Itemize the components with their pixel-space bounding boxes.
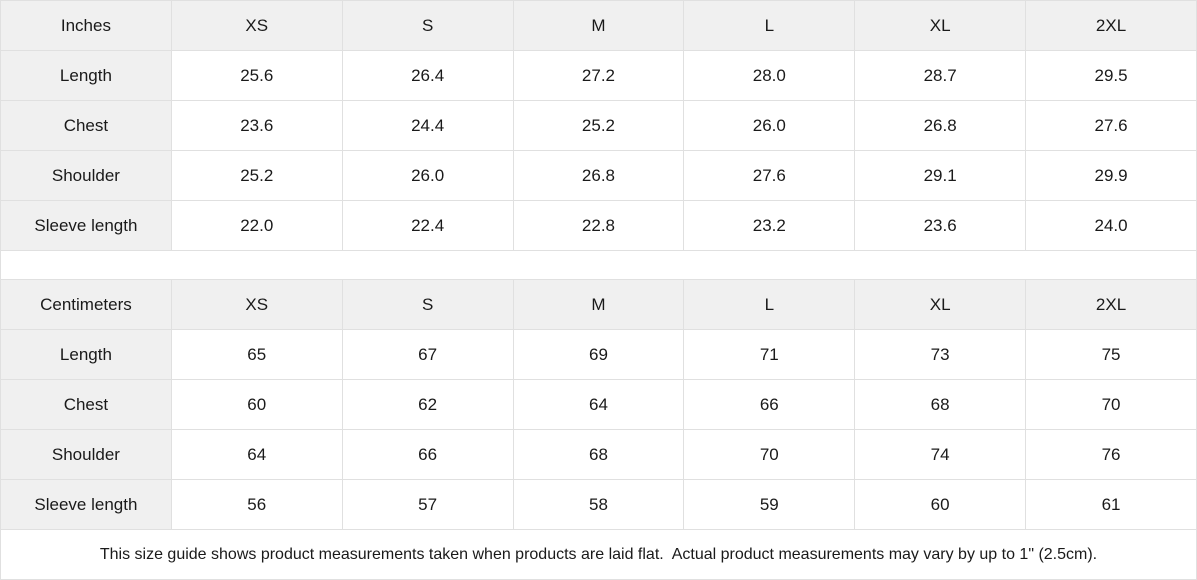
measurement-cell: 61 (1025, 479, 1197, 530)
measurement-cell: 70 (683, 429, 856, 480)
measurement-cell: 71 (683, 329, 856, 380)
measurement-cell: 60 (854, 479, 1027, 530)
measurement-cell: 28.7 (854, 50, 1027, 101)
unit-header-inches: Inches (0, 0, 172, 51)
table-row-shoulder: Shoulder 64 66 68 70 74 76 (0, 429, 1197, 480)
measurement-cell: 65 (170, 329, 343, 380)
measurement-cell: 24.0 (1025, 200, 1197, 251)
measurement-cell: 69 (512, 329, 685, 380)
measurement-cell: 57 (341, 479, 514, 530)
measurement-cell: 22.0 (170, 200, 343, 251)
measurement-cell: 76 (1025, 429, 1197, 480)
measurement-cell: 28.0 (683, 50, 856, 101)
row-label-cell: Shoulder (0, 150, 172, 201)
section-spacer (0, 251, 1197, 279)
table-row-chest: Chest 60 62 64 66 68 70 (0, 379, 1197, 430)
size-header-xl: XL (854, 279, 1027, 330)
measurement-cell: 26.8 (854, 100, 1027, 151)
measurement-disclaimer: This size guide shows product measuremen… (0, 530, 1197, 580)
row-label-cell: Chest (0, 100, 172, 151)
measurement-cell: 23.2 (683, 200, 856, 251)
measurement-cell: 64 (512, 379, 685, 430)
unit-header-centimeters: Centimeters (0, 279, 172, 330)
measurement-cell: 27.6 (683, 150, 856, 201)
measurement-cell: 29.9 (1025, 150, 1197, 201)
size-header-l: L (683, 279, 856, 330)
row-label-cell: Sleeve length (0, 479, 172, 530)
size-header-xs: XS (170, 279, 343, 330)
measurement-cell: 23.6 (854, 200, 1027, 251)
measurement-cell: 66 (683, 379, 856, 430)
measurement-cell: 22.8 (512, 200, 685, 251)
measurement-cell: 67 (341, 329, 514, 380)
table-row-chest: Chest 23.6 24.4 25.2 26.0 26.8 27.6 (0, 100, 1197, 151)
measurement-cell: 25.2 (170, 150, 343, 201)
size-header-l: L (683, 0, 856, 51)
size-header-m: M (512, 0, 685, 51)
measurement-cell: 62 (341, 379, 514, 430)
row-label-cell: Length (0, 329, 172, 380)
measurement-cell: 26.0 (341, 150, 514, 201)
table-row-length: Length 25.6 26.4 27.2 28.0 28.7 29.5 (0, 50, 1197, 101)
row-label-cell: Shoulder (0, 429, 172, 480)
measurement-cell: 74 (854, 429, 1027, 480)
size-table-inches: Inches XS S M L XL 2XL Length 25.6 26.4 … (0, 0, 1197, 251)
measurement-cell: 73 (854, 329, 1027, 380)
table-row-shoulder: Shoulder 25.2 26.0 26.8 27.6 29.1 29.9 (0, 150, 1197, 201)
measurement-cell: 75 (1025, 329, 1197, 380)
size-table-centimeters: Centimeters XS S M L XL 2XL Length 65 67… (0, 279, 1197, 530)
measurement-cell: 27.6 (1025, 100, 1197, 151)
table-row-sleeve-length: Sleeve length 22.0 22.4 22.8 23.2 23.6 2… (0, 200, 1197, 251)
measurement-cell: 26.0 (683, 100, 856, 151)
table-row-sleeve-length: Sleeve length 56 57 58 59 60 61 (0, 479, 1197, 530)
row-label-cell: Sleeve length (0, 200, 172, 251)
size-header-2xl: 2XL (1025, 0, 1197, 51)
size-header-s: S (341, 279, 514, 330)
measurement-cell: 68 (512, 429, 685, 480)
measurement-cell: 70 (1025, 379, 1197, 430)
measurement-cell: 23.6 (170, 100, 343, 151)
size-header-m: M (512, 279, 685, 330)
measurement-cell: 64 (170, 429, 343, 480)
measurement-cell: 56 (170, 479, 343, 530)
header-row-centimeters: Centimeters XS S M L XL 2XL (0, 279, 1197, 330)
size-header-2xl: 2XL (1025, 279, 1197, 330)
measurement-cell: 25.2 (512, 100, 685, 151)
row-label-cell: Length (0, 50, 172, 101)
size-header-xl: XL (854, 0, 1027, 51)
measurement-cell: 27.2 (512, 50, 685, 101)
measurement-cell: 59 (683, 479, 856, 530)
size-header-s: S (341, 0, 514, 51)
measurement-cell: 22.4 (341, 200, 514, 251)
row-label-cell: Chest (0, 379, 172, 430)
measurement-cell: 29.5 (1025, 50, 1197, 101)
measurement-cell: 25.6 (170, 50, 343, 101)
measurement-cell: 24.4 (341, 100, 514, 151)
measurement-cell: 29.1 (854, 150, 1027, 201)
measurement-cell: 68 (854, 379, 1027, 430)
header-row-inches: Inches XS S M L XL 2XL (0, 0, 1197, 51)
measurement-cell: 58 (512, 479, 685, 530)
measurement-cell: 26.8 (512, 150, 685, 201)
size-header-xs: XS (170, 0, 343, 51)
table-row-length: Length 65 67 69 71 73 75 (0, 329, 1197, 380)
measurement-cell: 26.4 (341, 50, 514, 101)
measurement-cell: 60 (170, 379, 343, 430)
measurement-cell: 66 (341, 429, 514, 480)
